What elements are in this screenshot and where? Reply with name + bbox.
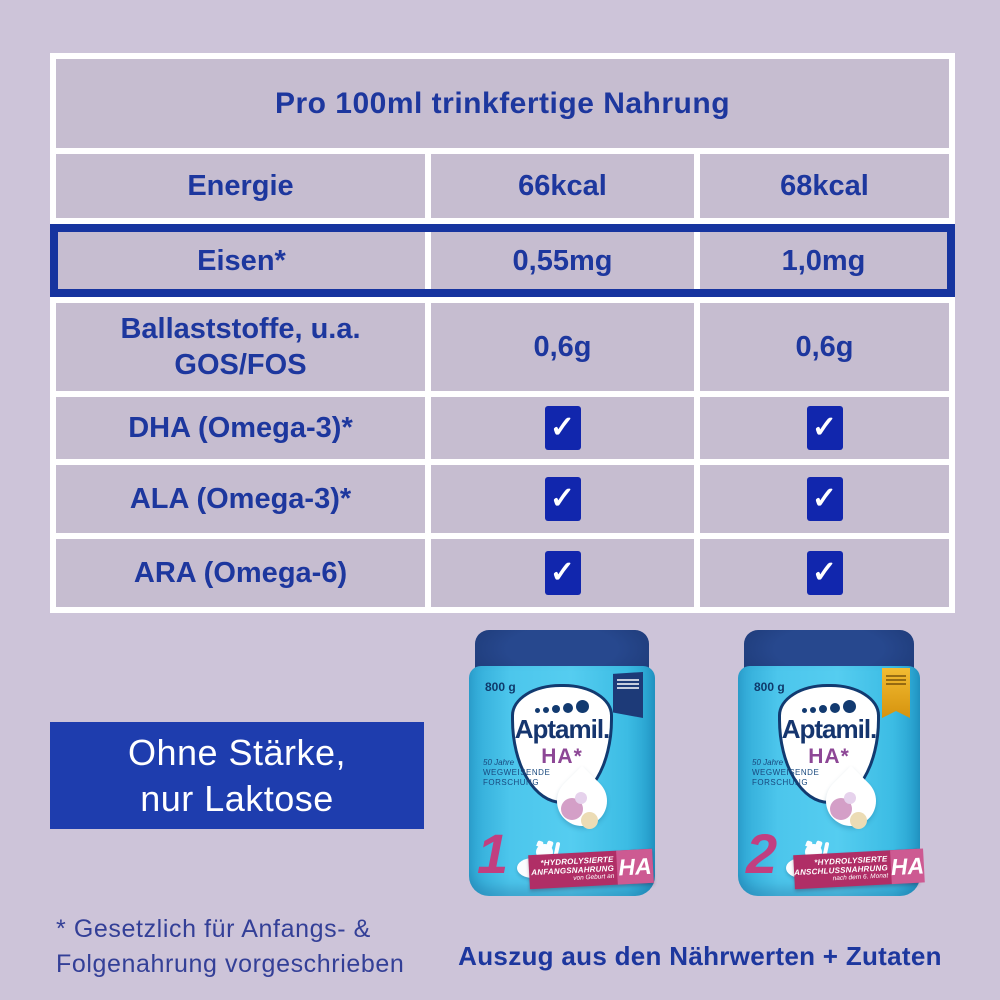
row-label: Ballaststoffe, u.a. GOS/FOS: [56, 303, 425, 391]
row-value-1: ✓: [431, 397, 694, 459]
table-row-ara: ARA (Omega-6) ✓ ✓: [56, 539, 949, 607]
pearl-icon: [844, 792, 856, 804]
brand-shield: Aptamil. HA*: [778, 684, 880, 804]
brand-name: Aptamil.: [781, 714, 878, 744]
pearl-icon: [561, 798, 583, 820]
row-value-2: 1,0mg: [700, 232, 947, 289]
weight-label: 800 g: [485, 680, 516, 694]
pearl-icon: [850, 812, 867, 829]
row-value-1: ✓: [431, 465, 694, 533]
table-title: Pro 100ml trinkfertige Nahrung: [56, 59, 949, 148]
banner-ha-label: HA: [616, 848, 654, 885]
footnote: * Gesetzlich für Anfangs- & Folgenahrung…: [56, 912, 404, 982]
table-row-eisen-highlighted: Eisen* 0,55mg 1,0mg: [50, 224, 955, 297]
claim-line1: Ohne Stärke,: [127, 731, 347, 773]
product-can-ha1: 800 g Aptamil. HA* 50 Jahre WEGWEISENDE …: [469, 630, 655, 902]
row-label: DHA (Omega-3)*: [56, 397, 425, 459]
table-row-energie: Energie 66kcal 68kcal: [56, 154, 949, 218]
row-value-2: ✓: [700, 465, 949, 533]
row-value-1: 66kcal: [431, 154, 694, 218]
product-type-banner: *HYDROLYSIERTE ANSCHLUSSNAHRUNG nach dem…: [793, 848, 925, 890]
banner-ha-label: HA: [889, 848, 925, 885]
weight-label: 800 g: [754, 680, 785, 694]
brand-name: Aptamil.: [514, 714, 611, 744]
product-type-banner: *HYDROLYSIERTE ANFANGSNAHRUNG von Geburt…: [528, 848, 654, 890]
checkmark-icon: ✓: [544, 551, 581, 595]
pearl-icon: [830, 798, 852, 820]
logo-dots-icon: [802, 699, 856, 713]
pearl-icon: [581, 812, 598, 829]
row-value-1: 0,6g: [431, 303, 694, 391]
row-value-2: ✓: [700, 397, 949, 459]
row-value-2: 68kcal: [700, 154, 949, 218]
claim-line2: nur Laktose: [140, 777, 334, 819]
checkmark-icon: ✓: [806, 477, 843, 521]
table-row-ballaststoffe: Ballaststoffe, u.a. GOS/FOS 0,6g 0,6g: [56, 303, 949, 391]
row-label: Energie: [56, 154, 425, 218]
pearl-icon: [575, 792, 587, 804]
logo-dots-icon: [535, 699, 589, 713]
checkmark-icon: ✓: [544, 477, 581, 521]
checkmark-icon: ✓: [544, 406, 581, 450]
row-value-2: 0,6g: [700, 303, 949, 391]
caption: Auszug aus den Nährwerten + Zutaten: [458, 941, 942, 971]
claim-badge: Ohne Stärke, nur Laktose: [50, 722, 424, 829]
banner-text: *HYDROLYSIERTE ANFANGSNAHRUNG von Geburt…: [531, 854, 615, 882]
nutrition-table: Pro 100ml trinkfertige Nahrung Energie 6…: [50, 53, 955, 613]
row-label: ARA (Omega-6): [56, 539, 425, 607]
row-value-2: ✓: [700, 539, 949, 607]
footnote-line2: Folgenahrung vorgeschrieben: [56, 950, 405, 978]
table-row-ala: ALA (Omega-3)* ✓ ✓: [56, 465, 949, 533]
stage-number: 2: [746, 822, 778, 885]
row-value-1: ✓: [431, 539, 694, 607]
stage-number: 1: [477, 822, 509, 885]
heritage-text: 50 Jahre WEGWEISENDE FORSCHUNG: [483, 758, 551, 787]
variant-name: HA*: [541, 745, 583, 768]
product-can-ha2: 800 g Aptamil. HA* 50 Jahre WEGWEISENDE …: [738, 630, 925, 902]
banner-text: *HYDROLYSIERTE ANSCHLUSSNAHRUNG nach dem…: [793, 854, 889, 883]
award-ribbon-icon: [882, 668, 910, 718]
variant-name: HA*: [808, 745, 850, 768]
row-label-line2: GOS/FOS: [174, 349, 307, 381]
heritage-text: 50 Jahre WEGWEISENDE FORSCHUNG: [752, 758, 820, 787]
footnote-line1: * Gesetzlich für Anfangs- &: [56, 915, 371, 943]
table-row-dha: DHA (Omega-3)* ✓ ✓: [56, 397, 949, 459]
row-label-line1: Ballaststoffe, u.a.: [120, 313, 361, 345]
quality-pennant-icon: [613, 672, 643, 718]
row-label: Eisen*: [58, 232, 425, 289]
checkmark-icon: ✓: [806, 406, 843, 450]
row-label: ALA (Omega-3)*: [56, 465, 425, 533]
checkmark-icon: ✓: [806, 551, 843, 595]
row-value-1: 0,55mg: [431, 232, 694, 289]
